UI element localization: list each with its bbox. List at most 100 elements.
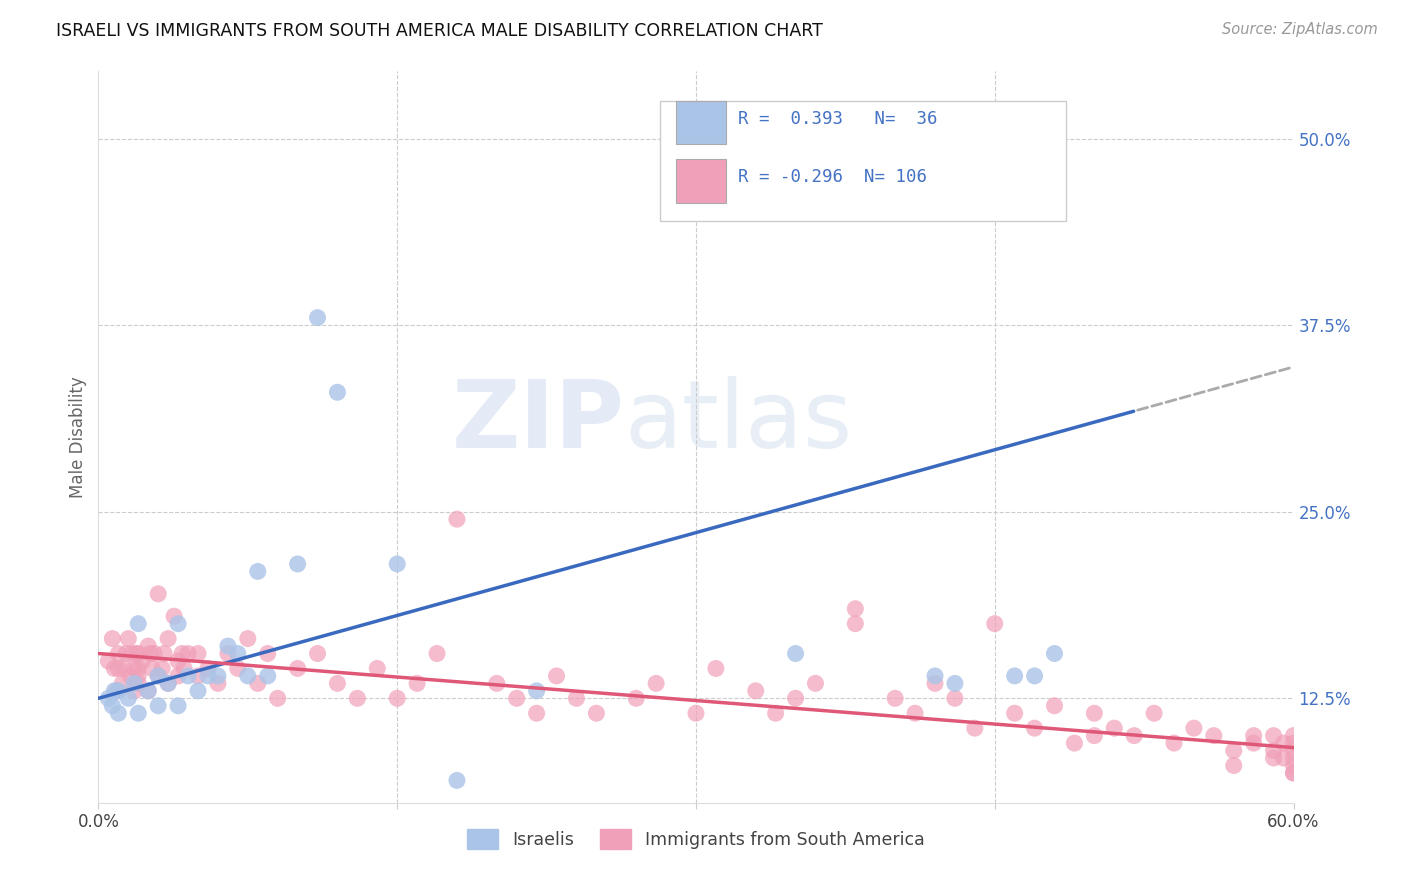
Immigrants from South America (127, 647, 149, 661)
Text: ISRAELI VS IMMIGRANTS FROM SOUTH AMERICA MALE DISABILITY CORRELATION CHART: ISRAELI VS IMMIGRANTS FROM SOUTH AMERICA… (56, 22, 823, 40)
Immigrants from South America (1282, 758, 1305, 772)
Immigrants from South America (1083, 729, 1105, 743)
Immigrants from South America (406, 676, 429, 690)
Immigrants from South America (148, 587, 170, 601)
Immigrants from South America (141, 661, 163, 675)
Israelis (226, 647, 249, 661)
Immigrants from South America (446, 512, 468, 526)
Immigrants from South America (117, 632, 139, 646)
Immigrants from South America (1202, 729, 1225, 743)
Immigrants from South America (246, 676, 269, 690)
Israelis (167, 616, 190, 631)
Immigrants from South America (346, 691, 368, 706)
Immigrants from South America (121, 647, 143, 661)
Israelis (157, 676, 180, 690)
Immigrants from South America (1243, 736, 1265, 750)
Immigrants from South America (1083, 706, 1105, 721)
Immigrants from South America (127, 661, 149, 675)
Immigrants from South America (1143, 706, 1166, 721)
Immigrants from South America (765, 706, 787, 721)
Immigrants from South America (115, 647, 138, 661)
Immigrants from South America (150, 661, 173, 675)
Immigrants from South America (1272, 736, 1295, 750)
Immigrants from South America (1004, 706, 1026, 721)
Immigrants from South America (256, 647, 278, 661)
Israelis (526, 683, 548, 698)
Israelis (101, 698, 124, 713)
Immigrants from South America (120, 669, 142, 683)
Immigrants from South America (1243, 729, 1265, 743)
Immigrants from South America (485, 676, 508, 690)
Immigrants from South America (1263, 751, 1285, 765)
Israelis (236, 669, 259, 683)
Immigrants from South America (148, 669, 170, 683)
Israelis (187, 683, 209, 698)
Immigrants from South America (1223, 743, 1246, 757)
Immigrants from South America (136, 639, 159, 653)
Israelis (385, 557, 409, 571)
Immigrants from South America (153, 647, 176, 661)
Israelis (124, 676, 146, 690)
Immigrants from South America (904, 706, 927, 721)
Immigrants from South America (143, 647, 166, 661)
Israelis (127, 616, 149, 631)
Israelis (107, 706, 129, 721)
Immigrants from South America (1272, 751, 1295, 765)
Immigrants from South America (105, 683, 128, 698)
Legend: Israelis, Immigrants from South America: Israelis, Immigrants from South America (460, 822, 932, 856)
Israelis (197, 669, 219, 683)
Israelis (117, 691, 139, 706)
Immigrants from South America (426, 647, 449, 661)
Immigrants from South America (884, 691, 907, 706)
Israelis (107, 683, 129, 698)
Immigrants from South America (112, 661, 135, 675)
Immigrants from South America (585, 706, 607, 721)
Israelis (256, 669, 278, 683)
Immigrants from South America (1282, 766, 1305, 780)
Immigrants from South America (163, 609, 186, 624)
Israelis (246, 565, 269, 579)
Israelis (287, 557, 309, 571)
Israelis (326, 385, 349, 400)
Immigrants from South America (745, 683, 768, 698)
Immigrants from South America (366, 661, 388, 675)
Text: Source: ZipAtlas.com: Source: ZipAtlas.com (1222, 22, 1378, 37)
Immigrants from South America (111, 676, 134, 690)
Immigrants from South America (645, 676, 668, 690)
Immigrants from South America (267, 691, 290, 706)
Immigrants from South America (804, 676, 827, 690)
Immigrants from South America (1123, 729, 1146, 743)
Israelis (217, 639, 239, 653)
Immigrants from South America (526, 706, 548, 721)
Immigrants from South America (1163, 736, 1185, 750)
Immigrants from South America (127, 676, 149, 690)
Immigrants from South America (546, 669, 568, 683)
Immigrants from South America (1043, 698, 1066, 713)
Immigrants from South America (704, 661, 727, 675)
Israelis (148, 698, 170, 713)
Immigrants from South America (1223, 758, 1246, 772)
Immigrants from South America (217, 647, 239, 661)
Israelis (785, 647, 807, 661)
Israelis (1024, 669, 1046, 683)
Immigrants from South America (307, 647, 329, 661)
Immigrants from South America (139, 647, 162, 661)
Immigrants from South America (963, 721, 986, 735)
Immigrants from South America (125, 647, 148, 661)
Immigrants from South America (943, 691, 966, 706)
Immigrants from South America (385, 691, 409, 706)
Immigrants from South America (101, 632, 124, 646)
Immigrants from South America (1024, 721, 1046, 735)
Israelis (943, 676, 966, 690)
Immigrants from South America (1282, 751, 1305, 765)
Immigrants from South America (984, 616, 1007, 631)
Immigrants from South America (167, 669, 190, 683)
Israelis (307, 310, 329, 325)
Israelis (1043, 647, 1066, 661)
Immigrants from South America (287, 661, 309, 675)
Israelis (97, 691, 120, 706)
Immigrants from South America (326, 676, 349, 690)
Israelis (924, 669, 946, 683)
Immigrants from South America (197, 661, 219, 675)
Text: R = -0.296  N= 106: R = -0.296 N= 106 (738, 169, 927, 186)
